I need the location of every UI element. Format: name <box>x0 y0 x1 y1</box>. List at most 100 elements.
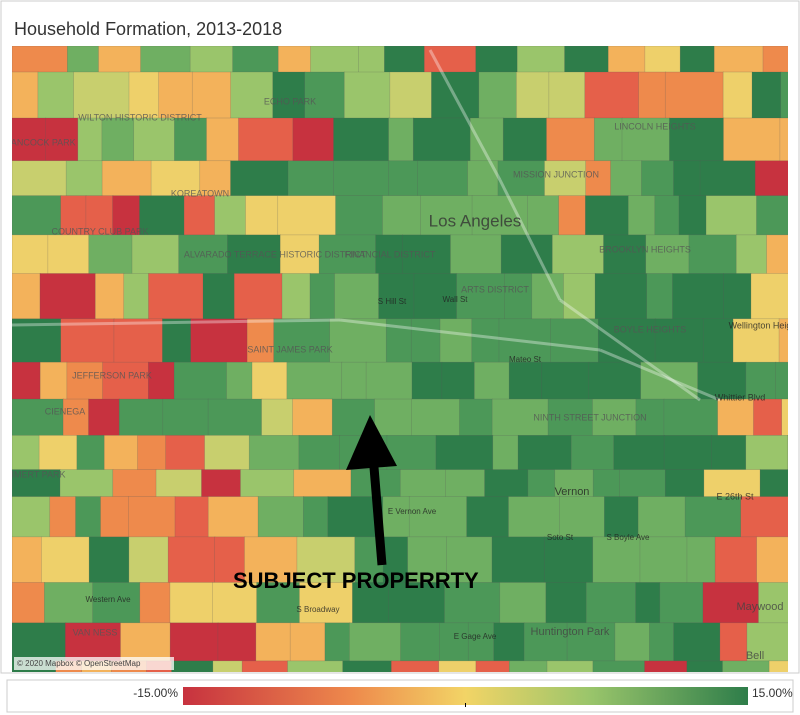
tract <box>292 117 335 162</box>
tract <box>212 582 258 624</box>
tract <box>318 234 377 275</box>
tract <box>358 46 386 73</box>
tract <box>12 435 40 471</box>
tract <box>456 273 506 320</box>
tract <box>384 46 426 73</box>
tract <box>62 398 90 437</box>
tract <box>585 582 637 624</box>
road <box>339 318 601 352</box>
tract <box>722 71 753 119</box>
annotation: SUBJECT PROPERRTY <box>233 568 479 593</box>
tract <box>469 117 505 162</box>
tract <box>669 117 725 162</box>
tract <box>508 496 561 538</box>
tract <box>735 234 768 275</box>
tract <box>498 318 552 363</box>
tract <box>123 273 150 320</box>
tract <box>333 117 390 162</box>
tract <box>12 318 62 363</box>
tract <box>597 318 656 363</box>
road <box>559 298 701 402</box>
tract <box>588 361 642 400</box>
tract <box>664 469 705 498</box>
tract <box>67 46 100 73</box>
tract <box>475 660 511 672</box>
tract <box>65 160 103 197</box>
tract <box>604 496 639 538</box>
tract <box>388 117 415 162</box>
tract <box>206 117 240 162</box>
tract <box>684 496 742 538</box>
tract <box>508 660 548 672</box>
tract <box>12 361 41 400</box>
tract <box>638 71 667 119</box>
place-label: Los Angeles <box>429 211 522 230</box>
tract <box>592 469 621 498</box>
place-label: ECHO PARK <box>264 96 316 106</box>
tract <box>76 435 106 471</box>
tract <box>768 660 788 672</box>
tract <box>702 318 734 363</box>
tract <box>12 234 49 275</box>
tract <box>217 622 257 662</box>
tract <box>365 361 413 400</box>
tract <box>12 195 62 236</box>
tract <box>112 195 141 236</box>
place-label: E Vernon Ave <box>388 507 437 516</box>
tract <box>719 622 748 662</box>
tract <box>527 195 560 236</box>
tract <box>60 195 87 236</box>
tract <box>413 273 458 320</box>
arrow-head <box>346 415 397 470</box>
tract <box>654 195 680 236</box>
tract <box>491 536 546 584</box>
tract <box>492 435 519 471</box>
tract <box>493 622 525 662</box>
tract <box>169 622 219 662</box>
tract <box>570 435 615 471</box>
tract <box>139 582 171 624</box>
tract <box>478 71 518 119</box>
place-label: CIENEGA <box>45 406 86 416</box>
tract <box>673 160 701 197</box>
place-label: LEIMERT PARK <box>0 469 65 479</box>
tract <box>148 273 204 320</box>
tract <box>717 398 755 437</box>
tract <box>233 273 283 320</box>
tract <box>635 398 665 437</box>
tract <box>155 469 203 498</box>
tract <box>484 469 529 498</box>
tract <box>746 622 788 662</box>
tract <box>342 660 393 672</box>
tract <box>92 582 141 624</box>
tract <box>139 195 185 236</box>
tract <box>167 536 216 584</box>
tract <box>214 536 246 584</box>
place-label: Vernon <box>555 486 590 498</box>
attribution-bg <box>14 657 174 670</box>
tract <box>37 71 75 119</box>
tract <box>627 195 656 236</box>
tract <box>60 318 115 363</box>
place-label: HANCOCK PARK <box>4 137 75 147</box>
tract <box>786 435 788 471</box>
tract <box>541 361 590 400</box>
tract <box>439 622 470 662</box>
tract <box>230 160 289 197</box>
tract <box>178 234 229 275</box>
tract <box>255 622 291 662</box>
tract <box>226 361 253 400</box>
tract <box>230 71 274 119</box>
place-label: Western Ave <box>85 595 131 604</box>
tract <box>474 361 510 400</box>
tract <box>287 160 335 197</box>
tract <box>756 536 788 584</box>
tract <box>286 361 343 400</box>
place-label: Soto St <box>547 533 574 542</box>
tract <box>272 71 306 119</box>
tract <box>697 361 747 400</box>
tract <box>388 160 419 197</box>
place-label: S Boyle Ave <box>607 533 651 542</box>
tract <box>497 160 546 197</box>
